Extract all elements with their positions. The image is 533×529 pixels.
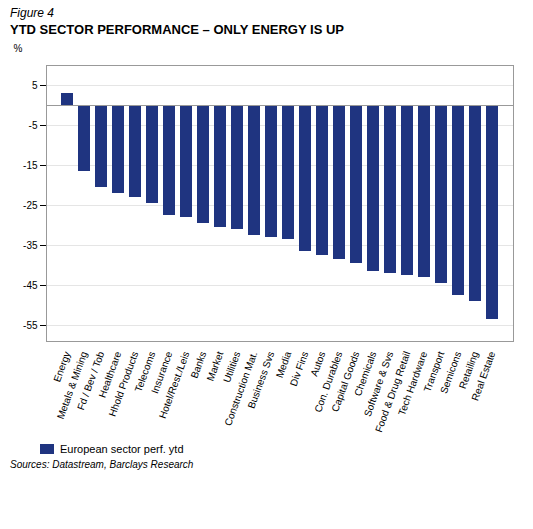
svg-text:Hhold Products: Hhold Products [106, 349, 141, 418]
svg-text:Real Estate: Real Estate [469, 349, 497, 402]
svg-text:Tech Hardware: Tech Hardware [396, 349, 430, 417]
svg-text:Media: Media [273, 349, 294, 380]
svg-text:-55: -55 [23, 320, 38, 331]
svg-text:-15: -15 [23, 160, 38, 171]
svg-text:Market: Market [204, 349, 226, 383]
svg-text:Autos: Autos [308, 349, 328, 378]
svg-text:Semicons: Semicons [438, 349, 464, 395]
svg-text:-25: -25 [23, 200, 38, 211]
svg-text:Banks: Banks [188, 349, 209, 380]
svg-text:Healthcare: Healthcare [96, 349, 124, 400]
svg-text:Fd / Bev / Tob: Fd / Bev / Tob [75, 349, 107, 412]
svg-text:Div Fins: Div Fins [288, 350, 311, 388]
svg-text:-35: -35 [23, 240, 38, 251]
html-text:YTD SECTOR PERFORMANCE – ONLY: YTD SECTOR PERFORMANCE – ONLY ENERGY IS … [10, 22, 344, 37]
svg-text:Utilities: Utilities [221, 349, 243, 384]
html-text:Figure 4: Figure 4 [10, 6, 54, 20]
svg-text:5: 5 [32, 80, 38, 91]
svg-text:Hotel/Rest./Leis: Hotel/Rest./Leis [157, 350, 191, 420]
svg-text:Telecoms: Telecoms [132, 349, 158, 394]
svg-text:Energy: Energy [51, 349, 73, 384]
svg-text:Metals & Mining: Metals & Mining [54, 349, 90, 421]
svg-text:Insurance: Insurance [149, 349, 175, 395]
svg-text:Software & Svs: Software & Svs [361, 349, 396, 418]
svg-text:-45: -45 [23, 280, 38, 291]
svg-text:Con. Durables: Con. Durables [312, 349, 345, 414]
svg-text:Transport: Transport [421, 349, 447, 394]
svg-text:Chemicals: Chemicals [352, 349, 379, 398]
svg-text:Construction Mat.: Construction Mat. [222, 349, 260, 428]
svg-text:-5: -5 [29, 120, 38, 131]
html-text:European sector perf. ytd: European sector perf. ytd [60, 443, 184, 455]
svg-text:Retailing: Retailing [456, 349, 481, 391]
svg-text:%: % [14, 43, 23, 54]
svg-text:Food & Drug Retail: Food & Drug Retail [373, 349, 413, 434]
html-text:Sources: Datastream, Barclays: Sources: Datastream, Barclays Research [10, 459, 194, 470]
svg-text:Business Svs: Business Svs [246, 350, 277, 410]
svg-text:Capital Goods: Capital Goods [329, 349, 362, 414]
